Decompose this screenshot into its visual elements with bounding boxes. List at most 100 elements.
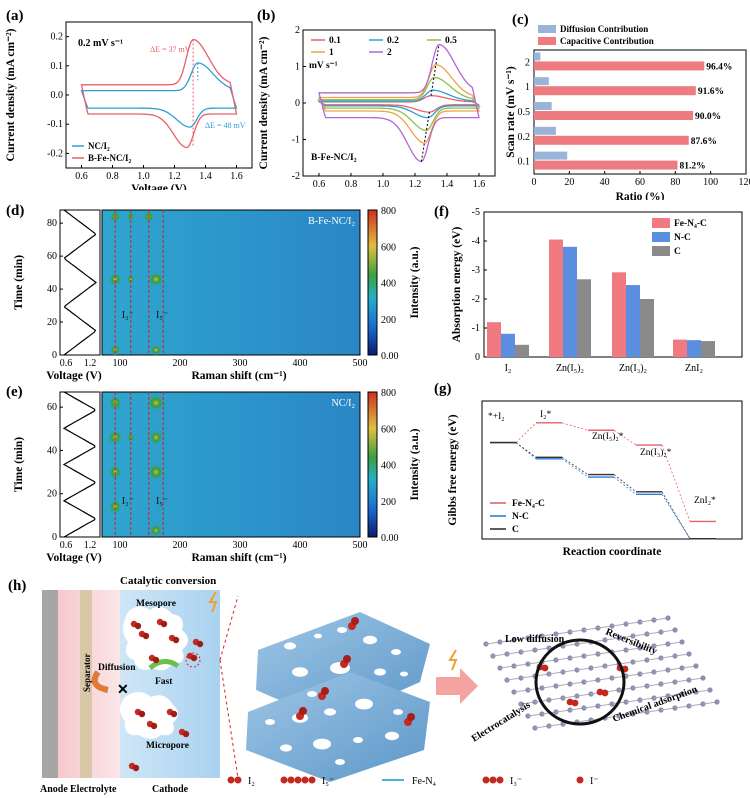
ge-ytick-1: 40	[47, 445, 57, 456]
carbon-atom-4-13	[693, 663, 699, 669]
h-legend-atom-1-4	[280, 776, 288, 784]
pore-9	[400, 671, 408, 677]
panel-c-label: (c)	[512, 12, 529, 28]
pore-16	[313, 738, 331, 750]
f-category-0: I₂	[505, 363, 512, 374]
a-scanrate-label: 0.2 mV s⁻¹	[78, 38, 123, 49]
f-category-1: Zn(I₅)₂	[556, 363, 584, 374]
micropore-cloud	[120, 692, 178, 739]
h-legend-atom-1-0	[308, 776, 316, 784]
c-category-2: 0.5	[518, 107, 531, 118]
zoom-line-top	[219, 595, 239, 661]
process-arrow	[436, 668, 478, 704]
c-category-3: 0.2	[518, 132, 531, 143]
gb-series-0	[318, 95, 480, 113]
ga-ytick-label-3: -0.1	[47, 119, 63, 130]
h-legend-atom-1-2	[294, 776, 302, 784]
gd-peak-label-1: I₅⁻	[156, 310, 168, 321]
f-ytick-5: 0	[475, 352, 480, 363]
b-peak-shift-top	[430, 44, 440, 96]
c-value-label-0: 96.4%	[706, 62, 732, 72]
g-legend-label-1: N-C	[512, 512, 529, 522]
ge-colorbar-tick-3: 200	[381, 497, 396, 508]
c-category-0: 2	[525, 57, 530, 68]
gd-colorbar-tick-2: 400	[381, 279, 396, 290]
separator-label: Separator	[82, 654, 92, 693]
pore-14	[393, 709, 403, 715]
ge-xtick-3: 400	[293, 540, 308, 551]
f-ytick-0: -5	[472, 207, 480, 218]
f-ytick-4: -1	[472, 323, 480, 334]
ge-voltage-curve	[62, 391, 96, 538]
catalytic-conversion-title: Catalytic conversion	[120, 575, 216, 587]
ga-xtick-label-5: 1.6	[230, 171, 243, 182]
c-diffusion-bar-0	[534, 52, 541, 61]
panel-f-label: (f)	[434, 204, 449, 220]
ga-series-1	[80, 38, 238, 149]
cv-chart-a: 0.6 0.8 1.0 1.2 1.4 1.6 0.2 0.1 0.0 -0.1 -0.2 Volta…	[5, 21, 253, 190]
graphene-lattice	[483, 615, 720, 731]
pore-8	[307, 691, 317, 697]
c-diffusion-bar-2	[534, 102, 552, 110]
g-connector-0-0	[515, 422, 537, 443]
c-category-4: 0.1	[518, 157, 531, 168]
h-legend-label-0: I₂	[248, 776, 255, 787]
c-xtick-label-6: 120	[739, 177, 750, 188]
ge-xtick-2: 300	[233, 540, 248, 551]
pore-4	[391, 649, 401, 655]
g-connector-2-2	[613, 474, 637, 493]
c-legend-label-0: Diffusion Contribution	[560, 24, 648, 34]
gd-map	[101, 209, 361, 356]
ge-peak-spot-5	[148, 429, 164, 446]
ge-peak-label-0: I₃⁻	[122, 496, 134, 507]
c-capacitive-bar-1	[534, 86, 696, 96]
g-state-label-4: ZnI₂*	[694, 496, 716, 506]
gd-ytick-1: 60	[47, 251, 57, 262]
f-ylabel: Absorption energy (eV)	[451, 227, 463, 343]
gd-colorbar-tick-1: 600	[381, 242, 396, 253]
ge-sample-label: NC/I₂	[332, 398, 356, 409]
gb-xtick-label-0: 0.6	[313, 179, 326, 190]
gb-xtick-label-2: 1.0	[377, 179, 390, 190]
ge-ytick-2: 20	[47, 489, 57, 500]
c-xtick-label-1: 20	[564, 177, 574, 188]
h-legend-atom-3-1	[489, 776, 497, 784]
h-legend-atom-1-3	[287, 776, 295, 784]
g-legend-label-2: C	[512, 525, 519, 535]
anode-label: Anode	[40, 784, 68, 795]
c-value-label-4: 81.2%	[679, 162, 705, 172]
pore-2	[337, 627, 347, 633]
c-xtick-label-5: 100	[703, 177, 718, 188]
pore-12	[324, 708, 336, 716]
f-legend-label-0: Fe-N₄-C	[674, 219, 707, 229]
pore-10	[265, 719, 275, 725]
f-bar-1-0	[549, 239, 563, 357]
iodine-atom-b-8	[170, 710, 178, 718]
c-diffusion-bar-4	[534, 151, 568, 160]
panel-h-label: (h)	[8, 578, 26, 594]
h-legend-atom-0-1	[227, 776, 235, 784]
f-ytick-1: -4	[472, 236, 480, 247]
gd-sample-label: B-Fe-NC/I₂	[308, 216, 355, 227]
panel-h: (h) Catalytic conversion Separator Mesop…	[8, 575, 720, 795]
g-connector-1-3	[661, 494, 691, 539]
gd-peak-spot-6	[149, 344, 163, 357]
gb-ylabel: Current density (mA cm⁻²)	[258, 36, 270, 169]
panel-g: (g) Gibbs free energy (eV) Reaction coord…	[434, 381, 743, 558]
sheet-pores	[265, 617, 415, 765]
ga-ylabel: Current density (mA cm⁻²)	[5, 28, 17, 161]
ge-colorbar-tick-1: 600	[381, 424, 396, 435]
gd-peak-spot-7	[126, 274, 135, 285]
c-diffusion-bar-3	[534, 126, 556, 135]
gb-series-4	[318, 43, 480, 163]
mesopore-cloud	[123, 606, 188, 671]
gd-xtick-4: 500	[353, 358, 368, 369]
iodine-atom-b-3	[172, 636, 180, 644]
c-legend-label-1: Capacitive Contribution	[560, 36, 654, 46]
f-bar-2-0	[612, 272, 626, 357]
ge-side-xtick-0: 0.6	[60, 540, 73, 551]
iodine-atom-b-9	[132, 764, 140, 772]
c-xtick-label-0: 0	[532, 177, 537, 188]
g-frame	[481, 400, 743, 540]
